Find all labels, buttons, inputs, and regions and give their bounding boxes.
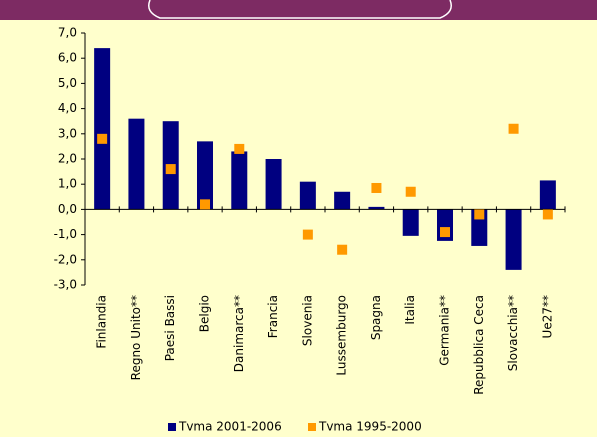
x-tick-label: Danimarca**: [232, 295, 246, 372]
bar: [128, 118, 145, 210]
y-tick-label: -1,0: [54, 227, 77, 241]
x-tick-label: Germania**: [438, 295, 452, 366]
bar: [231, 151, 248, 210]
marker: [234, 143, 245, 154]
x-tick-label: Slovacchia**: [506, 295, 520, 371]
x-tick-label: Slovenia: [300, 295, 314, 346]
x-tick-label: Lussemburgo: [335, 295, 349, 376]
marker: [302, 229, 313, 240]
bar: [539, 180, 556, 210]
y-tick-label: 0,0: [58, 202, 77, 216]
x-tick-label: Finlandia: [95, 295, 109, 349]
x-tick-label: Regno Unito**: [129, 295, 143, 380]
bar: [402, 209, 419, 236]
x-tick-label: Belgio: [198, 295, 212, 332]
x-tick-label: Spagna: [369, 295, 383, 340]
y-tick-label: 5,0: [58, 76, 77, 90]
y-tick-label: 1,0: [58, 177, 77, 191]
legend-swatch: [168, 423, 176, 431]
x-tick-label: Paesi Bassi: [163, 295, 177, 361]
y-tick-label: 7,0: [58, 26, 77, 40]
bar: [197, 141, 213, 210]
y-tick-label: -2,0: [54, 252, 77, 266]
marker: [97, 133, 108, 144]
bar: [265, 159, 282, 210]
bar: [368, 206, 385, 210]
header-band: [0, 0, 597, 20]
legend-swatch: [308, 423, 316, 431]
header-curve: [148, 0, 452, 19]
marker: [474, 209, 485, 220]
marker: [405, 186, 416, 197]
y-tick-label: 6,0: [58, 51, 77, 65]
marker: [337, 244, 348, 255]
legend-label: Tvma 1995-2000: [318, 420, 422, 434]
y-tick-label: -3,0: [54, 278, 77, 292]
y-tick-label: 2,0: [58, 152, 77, 166]
y-tick-label: 4,0: [58, 101, 77, 115]
bar: [505, 209, 522, 270]
bar: [94, 48, 111, 210]
marker: [371, 182, 382, 193]
marker: [542, 209, 553, 220]
marker: [440, 227, 450, 238]
x-tick-label: Francia: [266, 295, 280, 338]
legend-label: Tvma 2001-2006: [178, 420, 282, 434]
x-tick-label: Ue27**: [540, 295, 554, 338]
marker: [165, 164, 176, 175]
y-tick-label: 3,0: [58, 126, 77, 140]
marker: [508, 123, 519, 134]
x-tick-label: Italia: [403, 295, 417, 325]
bar: [299, 181, 316, 210]
marker: [200, 199, 210, 210]
x-tick-label: Repubblica Ceca: [472, 295, 486, 395]
bar: [334, 191, 351, 210]
